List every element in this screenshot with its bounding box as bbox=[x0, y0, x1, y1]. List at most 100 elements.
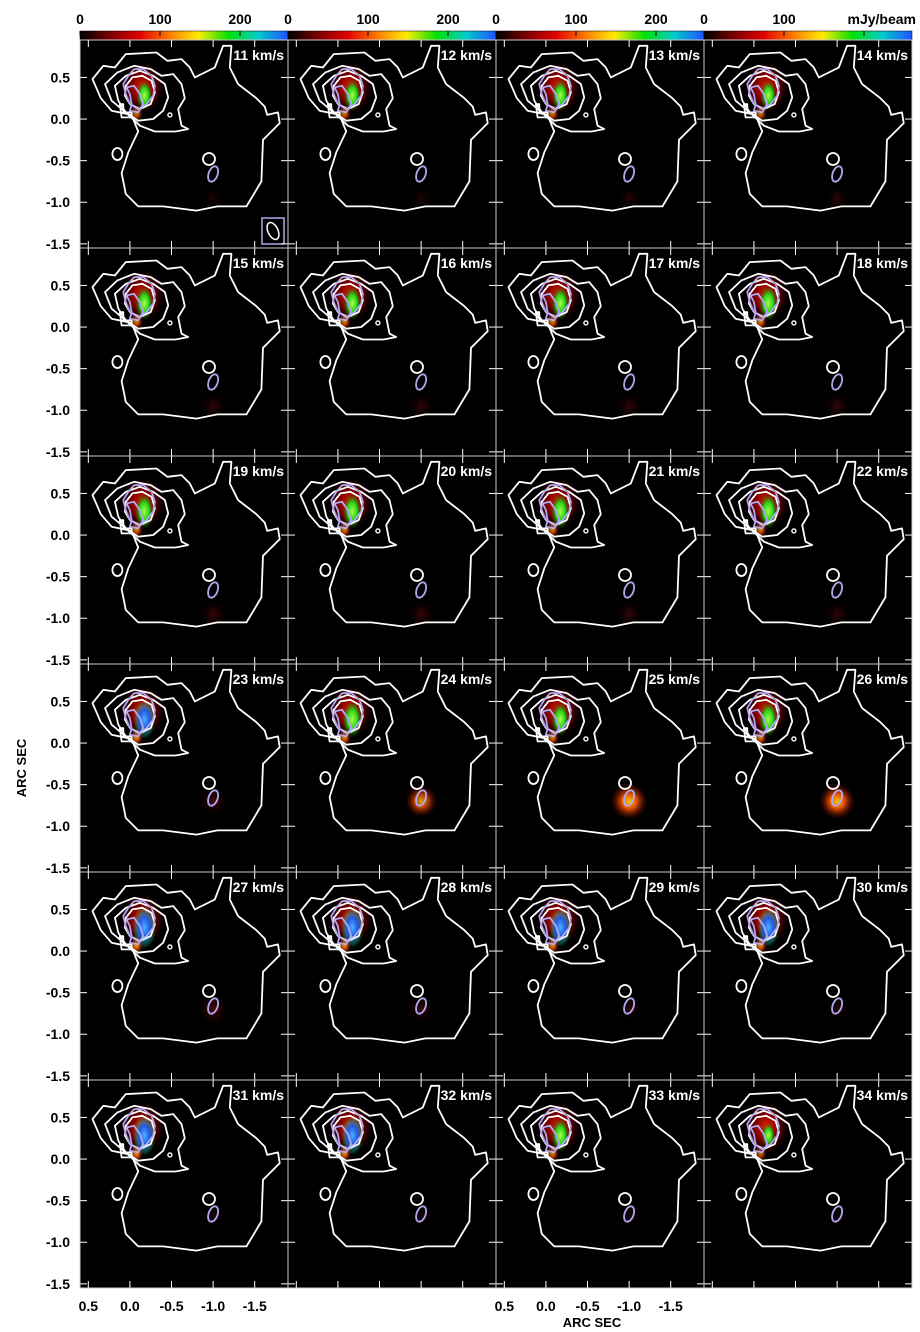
y-axis-label: ARC SEC bbox=[14, 738, 29, 797]
x-tick-label: 0.0 bbox=[536, 1298, 556, 1314]
contour-set bbox=[299, 44, 489, 212]
contour-set bbox=[715, 252, 905, 420]
inner-contour-set bbox=[330, 1108, 428, 1223]
tick-marks bbox=[496, 248, 704, 456]
velocity-label: 34 km/s bbox=[857, 1087, 909, 1103]
channel-panel: 32 km/s bbox=[287, 1079, 497, 1289]
panel-background bbox=[80, 456, 288, 664]
velocity-label: 20 km/s bbox=[441, 463, 493, 479]
x-tick-label: -1.5 bbox=[659, 1298, 683, 1314]
channel-panel: 24 km/s bbox=[287, 663, 497, 873]
y-tick-label: 0.5 bbox=[51, 485, 71, 501]
velocity-label: 27 km/s bbox=[233, 879, 285, 895]
velocity-label: 19 km/s bbox=[233, 463, 285, 479]
channel-panel: 16 km/s bbox=[287, 247, 497, 457]
inner-contour-set bbox=[330, 692, 428, 807]
velocity-label: 24 km/s bbox=[441, 671, 493, 687]
emission-blob-sw bbox=[826, 1206, 848, 1228]
emission-blob-sw bbox=[610, 782, 648, 820]
x-tick-label: 0.5 bbox=[495, 1298, 515, 1314]
channel-panel: 19 km/s bbox=[79, 455, 289, 665]
x-tick-label: -1.0 bbox=[201, 1298, 225, 1314]
velocity-label: 25 km/s bbox=[649, 671, 701, 687]
y-tick-label: -1.0 bbox=[46, 1234, 70, 1250]
contour-set bbox=[299, 876, 489, 1044]
y-tick-label: -0.5 bbox=[46, 1193, 70, 1209]
y-tick-label: -1.5 bbox=[46, 236, 70, 252]
colorbar-tick-label: 100 bbox=[772, 11, 796, 27]
y-tick-label: 0.5 bbox=[51, 901, 71, 917]
y-tick-label: -0.5 bbox=[46, 985, 70, 1001]
channel-panel: 25 km/s bbox=[495, 663, 705, 873]
colorbar-3: 0 100 200 bbox=[492, 11, 705, 43]
emission-blob-sw bbox=[824, 393, 851, 420]
x-tick-label: 0.5 bbox=[79, 1298, 99, 1314]
colorbar-tick-label: 200 bbox=[436, 11, 460, 27]
channel-panel: 21 km/s bbox=[495, 455, 705, 665]
emission-blob-sw bbox=[616, 393, 642, 419]
contour-set bbox=[299, 460, 489, 628]
colorbar-tick-label: 200 bbox=[228, 11, 252, 27]
emission-blob-sw bbox=[410, 1206, 433, 1229]
inner-contour-set bbox=[122, 484, 220, 599]
inner-contour-set bbox=[746, 276, 844, 391]
emission-blob-sw bbox=[201, 1206, 225, 1229]
inner-contour-set bbox=[122, 276, 220, 391]
emission-peak-ne bbox=[551, 286, 570, 321]
channel-panel: 28 km/s bbox=[287, 871, 497, 1081]
colorbar-tick-label: 0 bbox=[76, 11, 84, 27]
inner-contour-set bbox=[538, 1108, 636, 1223]
velocity-label: 16 km/s bbox=[441, 255, 493, 271]
emission-blob-sw bbox=[616, 601, 643, 628]
emission-peak-ne bbox=[343, 286, 362, 321]
contour-set bbox=[715, 44, 905, 212]
contour-set bbox=[715, 668, 905, 836]
velocity-label: 13 km/s bbox=[649, 47, 701, 63]
inner-contour-set bbox=[330, 276, 428, 391]
contour-set bbox=[91, 460, 281, 628]
velocity-label: 11 km/s bbox=[233, 47, 284, 63]
emission-blob-sw bbox=[824, 601, 850, 627]
panel-background bbox=[496, 456, 704, 664]
emission-blob-sw bbox=[198, 786, 229, 817]
inner-contour-set bbox=[330, 484, 428, 599]
emission-blob-sw bbox=[618, 1206, 640, 1228]
tick-marks bbox=[80, 456, 288, 664]
panel-background bbox=[704, 248, 912, 456]
panel-background bbox=[496, 664, 704, 872]
inner-contour-set bbox=[538, 692, 636, 807]
colorbar-tick-label: 0 bbox=[700, 11, 708, 27]
inner-contour-set bbox=[330, 68, 428, 183]
tick-marks bbox=[704, 1080, 912, 1288]
tick-marks bbox=[496, 664, 704, 872]
velocity-label: 21 km/s bbox=[649, 463, 701, 479]
emission-blob-sw bbox=[200, 393, 226, 419]
tick-marks bbox=[496, 456, 704, 664]
channel-panel: 15 km/s bbox=[79, 247, 289, 457]
velocity-label: 12 km/s bbox=[441, 47, 493, 63]
velocity-label: 29 km/s bbox=[649, 879, 701, 895]
emission-peak-ne bbox=[343, 79, 362, 112]
y-tick-label: 0.0 bbox=[51, 527, 71, 543]
panel-background bbox=[80, 872, 288, 1080]
y-tick-label: -1.5 bbox=[46, 1068, 70, 1084]
emission-blob-sw bbox=[404, 785, 438, 818]
panel-background bbox=[496, 1080, 704, 1288]
velocity-label: 14 km/s bbox=[857, 47, 909, 63]
channel-panel: 34 km/s bbox=[703, 1079, 913, 1289]
emission-blob-sw bbox=[824, 185, 850, 211]
y-tick-label: -1.5 bbox=[46, 1276, 70, 1292]
beam-ellipse bbox=[266, 221, 280, 241]
inner-contour-set bbox=[122, 692, 220, 807]
tick-marks bbox=[80, 1080, 288, 1288]
tick-marks bbox=[496, 1080, 704, 1288]
velocity-label: 31 km/s bbox=[233, 1087, 285, 1103]
tick-marks bbox=[80, 248, 288, 456]
y-tick-label: -1.0 bbox=[46, 1026, 70, 1042]
x-tick-label: -0.5 bbox=[159, 1298, 183, 1314]
panel-background bbox=[288, 1080, 496, 1288]
emission-peak-ne bbox=[551, 702, 570, 737]
panels: 11 km/s 12 km/s 13 km/s 14 km/s 15 km/s 16 km… bbox=[79, 39, 913, 1289]
inner-contour-set bbox=[746, 484, 844, 599]
